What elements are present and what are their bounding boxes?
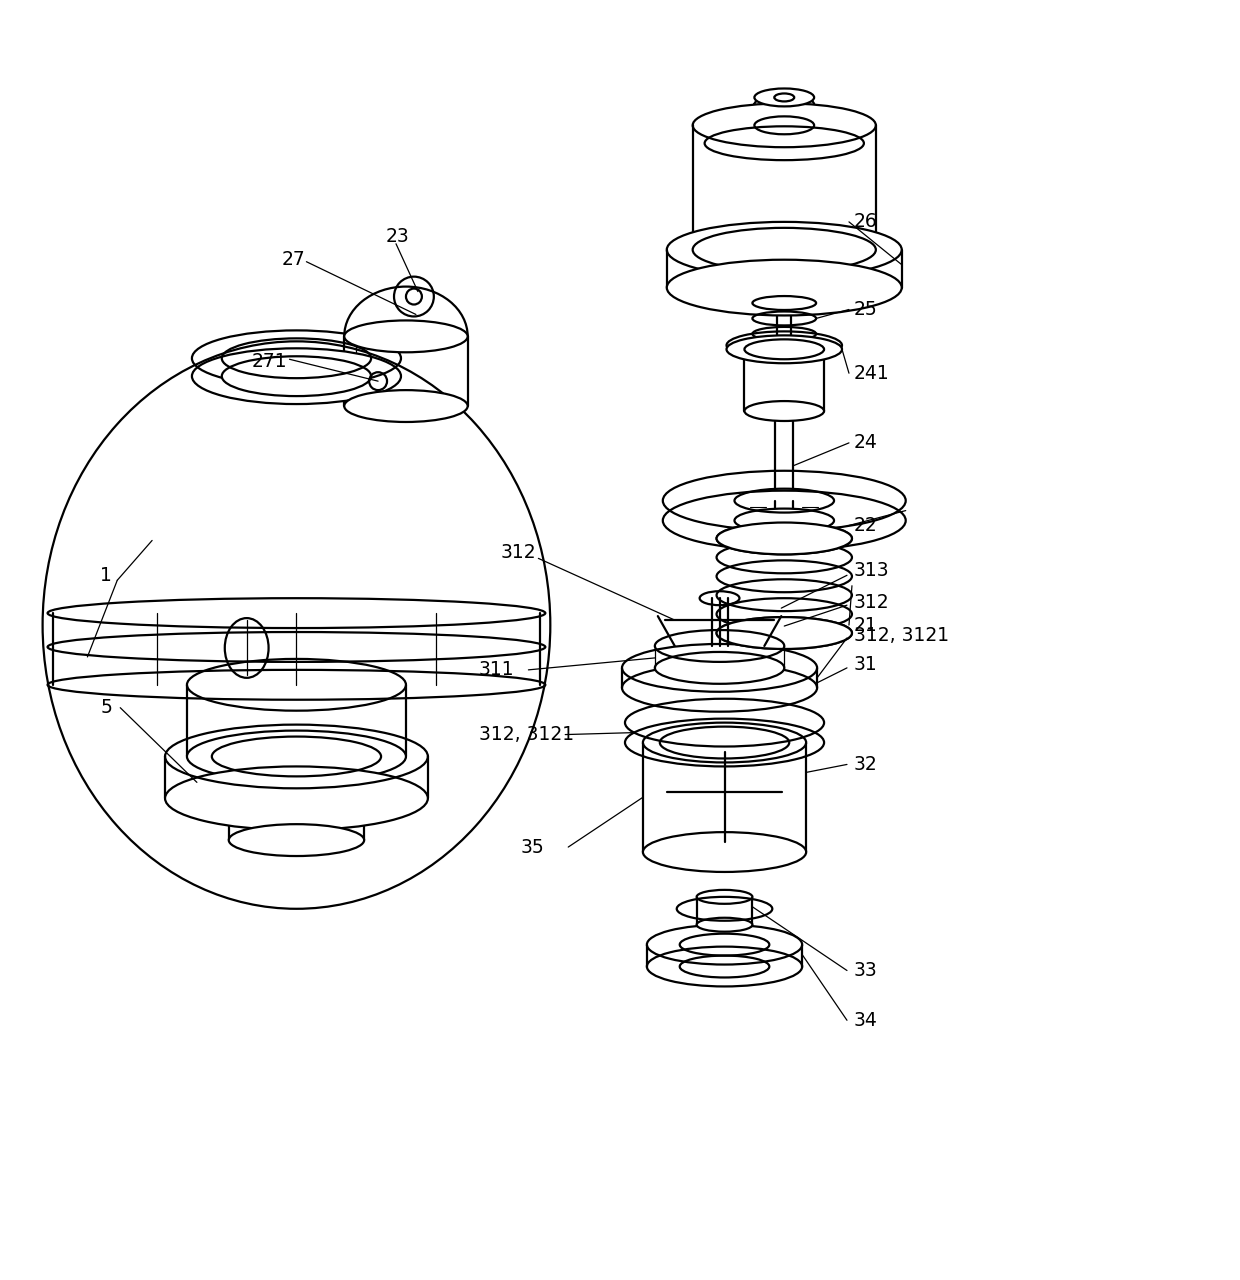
Ellipse shape	[165, 767, 428, 831]
Ellipse shape	[717, 522, 852, 554]
Ellipse shape	[693, 228, 875, 271]
Text: 35: 35	[521, 837, 544, 856]
Ellipse shape	[345, 320, 467, 352]
Ellipse shape	[697, 918, 753, 932]
Text: 23: 23	[386, 228, 409, 246]
Ellipse shape	[744, 401, 825, 421]
Ellipse shape	[622, 664, 817, 712]
Ellipse shape	[663, 490, 905, 550]
Text: 34: 34	[854, 1011, 878, 1030]
Text: 22: 22	[854, 516, 878, 535]
Text: 1: 1	[100, 566, 112, 585]
Ellipse shape	[744, 339, 825, 360]
Text: 24: 24	[854, 434, 878, 452]
Ellipse shape	[192, 348, 401, 404]
Ellipse shape	[42, 342, 551, 909]
Ellipse shape	[727, 335, 842, 364]
Ellipse shape	[187, 659, 405, 710]
Ellipse shape	[345, 390, 467, 422]
Text: 312: 312	[501, 543, 536, 562]
Text: 31: 31	[854, 655, 878, 675]
Text: 27: 27	[281, 250, 305, 269]
Text: 26: 26	[854, 212, 878, 232]
Ellipse shape	[625, 718, 825, 767]
Text: 312, 3121: 312, 3121	[479, 724, 574, 744]
Text: 271: 271	[252, 352, 288, 371]
Text: 241: 241	[854, 364, 889, 383]
Text: 32: 32	[854, 755, 878, 774]
Text: 313: 313	[854, 561, 889, 580]
Ellipse shape	[754, 88, 815, 106]
Ellipse shape	[754, 116, 815, 134]
Ellipse shape	[754, 96, 815, 114]
Ellipse shape	[655, 652, 784, 684]
Ellipse shape	[647, 947, 802, 987]
Text: 21: 21	[854, 616, 878, 635]
Text: 311: 311	[479, 660, 515, 680]
Ellipse shape	[697, 890, 753, 904]
Text: 25: 25	[854, 300, 878, 319]
Ellipse shape	[187, 731, 405, 782]
Text: 312, 3121: 312, 3121	[854, 626, 949, 645]
Ellipse shape	[717, 617, 852, 649]
Ellipse shape	[774, 93, 794, 101]
Ellipse shape	[667, 260, 901, 315]
Ellipse shape	[693, 104, 875, 147]
Text: 5: 5	[100, 698, 112, 717]
Ellipse shape	[734, 508, 835, 532]
Text: 33: 33	[854, 961, 878, 980]
Text: 312: 312	[854, 593, 889, 612]
Ellipse shape	[642, 832, 806, 872]
Ellipse shape	[667, 221, 901, 278]
Ellipse shape	[222, 356, 371, 396]
Ellipse shape	[228, 824, 365, 856]
